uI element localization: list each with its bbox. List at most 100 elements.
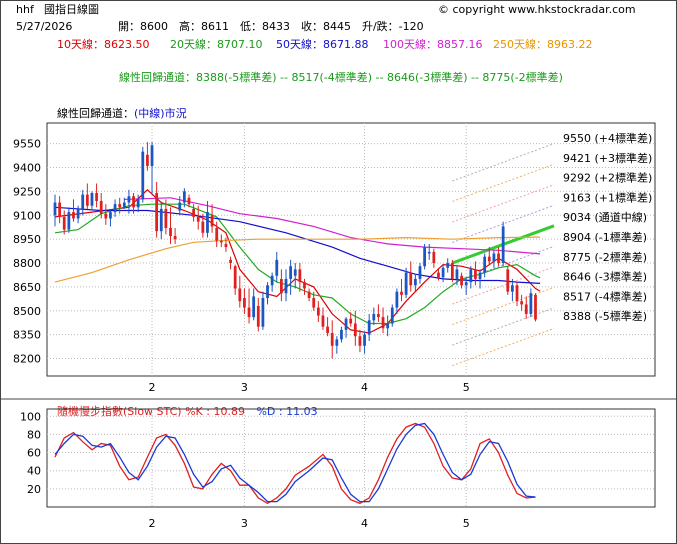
candle-body — [515, 285, 519, 302]
candle-body — [367, 320, 371, 335]
candle-body — [229, 259, 232, 264]
candle-body — [372, 313, 376, 321]
candle-body — [95, 193, 98, 201]
candle-body — [187, 197, 191, 205]
stc-tick-label: 80 — [27, 428, 41, 441]
candle-body — [173, 235, 177, 240]
candle-body — [483, 256, 487, 273]
channel-line — [452, 327, 555, 367]
stc-k-label: %K : 10.89 — [185, 405, 245, 418]
candle-body — [150, 145, 154, 166]
ma100-line — [124, 197, 541, 255]
candle-body — [344, 318, 348, 330]
candle-body — [196, 216, 200, 222]
candle-body — [243, 298, 246, 308]
candle-body — [529, 293, 533, 314]
candle-body — [390, 307, 394, 324]
price-tick-label: 9550 — [13, 138, 41, 151]
candle-body — [224, 243, 228, 248]
ohlc-text: 開：8600 高：8611 低：8433 收：8445 升/跌：-120 — [118, 20, 424, 33]
candle-body — [62, 216, 66, 230]
candle-body — [99, 200, 103, 214]
chart-title: 國指日線圖 — [44, 3, 99, 16]
channel-title-prefix: 線性回歸通道： — [57, 107, 134, 120]
ma250-label: 250天線：8963.22 — [493, 38, 593, 51]
candle-body — [469, 269, 473, 283]
candle-body — [487, 256, 491, 262]
candle-body — [72, 212, 75, 219]
channel-line — [452, 266, 555, 305]
candle-body — [450, 263, 454, 279]
ma10-label: 10天線：8623.50 — [57, 38, 150, 51]
stc-title-main: 隨機慢步指數(Slow STC) — [57, 405, 182, 418]
candle-body — [437, 272, 440, 278]
channel-line — [452, 143, 555, 182]
candle-body — [441, 267, 445, 278]
stc-tick-label: 40 — [27, 465, 41, 478]
candle-body — [169, 228, 172, 236]
candle-body — [118, 204, 122, 208]
candle-body — [289, 266, 293, 279]
candle-body — [81, 194, 85, 209]
candle-body — [506, 269, 510, 292]
channel-line — [452, 286, 555, 326]
stc-title: 隨機慢步指數(Slow STC) %K : 10.89 %D : 11.03 — [57, 405, 318, 418]
candle-body — [446, 263, 450, 268]
channel-level-label: 9550 (+4標準差) — [563, 131, 652, 145]
channel-line — [452, 163, 555, 202]
date-tick-label: 4 — [361, 381, 368, 394]
candle-body — [353, 323, 357, 337]
ma10-line — [54, 188, 541, 334]
candle-body — [155, 193, 159, 232]
channel-level-label: 8517 (-4標準差) — [563, 289, 647, 303]
date-tick-label: 3 — [241, 381, 248, 394]
candle-body — [206, 212, 209, 233]
candle-body — [326, 326, 329, 334]
candle-body — [381, 317, 385, 329]
candle-body — [280, 278, 283, 294]
candle-body — [284, 278, 288, 294]
candle-body — [182, 191, 186, 203]
stc-date-tick-label: 4 — [361, 517, 368, 530]
stc-tick-label: 60 — [27, 447, 41, 460]
candle-body — [395, 291, 399, 308]
copyright-text: © copyright www.hkstockradar.com — [438, 3, 636, 16]
candle-body — [113, 204, 117, 213]
candle-body — [307, 291, 311, 299]
candle-body — [321, 315, 325, 327]
candle-body — [270, 275, 274, 286]
channel-title-mid: (中線) — [134, 107, 165, 120]
candle-body — [349, 318, 353, 324]
candle-body — [164, 208, 168, 229]
candle-body — [492, 253, 496, 262]
candle-body — [247, 307, 251, 318]
channel-title-suffix: 市況 — [164, 107, 187, 120]
candle-body — [104, 213, 108, 219]
candle-body — [358, 336, 362, 346]
candle-body — [400, 291, 403, 295]
candle-body — [58, 202, 62, 217]
stc-panel-border — [46, 408, 656, 508]
ma50-label: 50天線：8671.88 — [276, 38, 369, 51]
candle-body — [340, 329, 343, 340]
price-tick-label: 8350 — [13, 329, 41, 342]
stc-date-tick-label: 5 — [463, 517, 470, 530]
candle-body — [427, 251, 431, 254]
candle-body — [478, 272, 482, 279]
candle-body — [303, 282, 306, 289]
price-tick-label: 8200 — [13, 352, 41, 365]
candle-body — [261, 298, 265, 327]
channel-level-label: 8646 (-3標準差) — [563, 270, 647, 284]
candle-body — [455, 269, 459, 279]
candle-body — [464, 282, 468, 286]
symbol-label: hhf — [16, 3, 34, 16]
date-label: 5/27/2026 — [16, 20, 73, 33]
candle-body — [219, 240, 223, 243]
candle-body — [215, 228, 219, 241]
candle-body — [266, 285, 269, 299]
candle-body — [404, 272, 408, 295]
price-panel-border — [46, 122, 656, 377]
ma20-line — [54, 203, 541, 325]
stc-date-tick-label: 2 — [149, 517, 156, 530]
